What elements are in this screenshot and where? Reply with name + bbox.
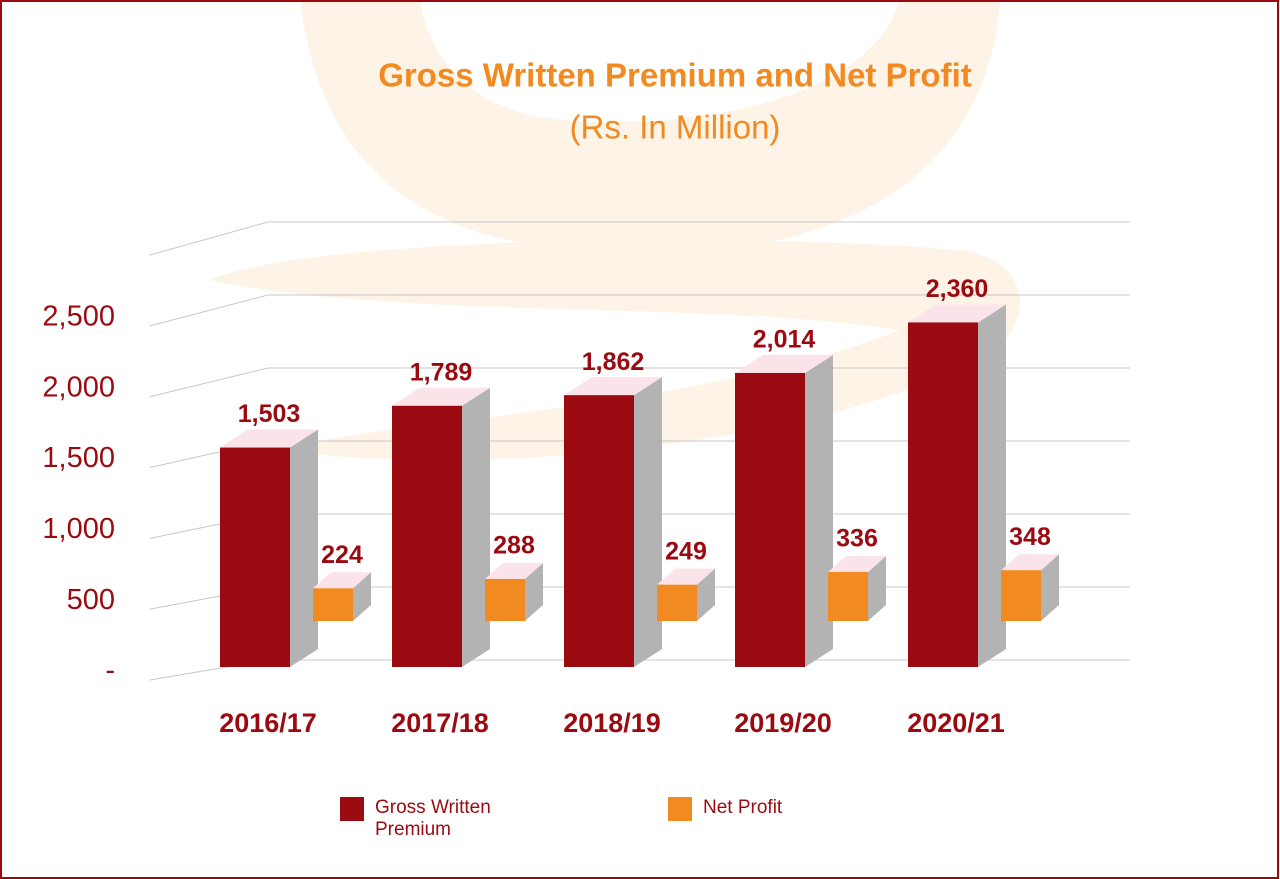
legend-label: Net Profit: [703, 797, 783, 818]
bar: [220, 447, 290, 667]
bar: [657, 584, 697, 621]
y-tick-label: 500: [67, 584, 115, 616]
bar-top: [564, 377, 662, 396]
decoration: [300, 0, 1000, 252]
bar-side: [697, 568, 715, 621]
bar: [392, 405, 462, 667]
grid-line: [149, 221, 269, 256]
bar-top: [392, 387, 490, 406]
bar-top: [828, 555, 886, 572]
plot: - 500 1,000 1,500 2,000 2,500 1,503 224 2016/17 1…: [42, 221, 1130, 738]
data-label: 1,789: [410, 358, 473, 386]
x-tick-label: 2018/19: [563, 708, 661, 738]
bar-side: [353, 572, 371, 621]
y-tick-label: 1,500: [42, 442, 115, 474]
bar-side: [290, 429, 318, 667]
data-label: 2,360: [926, 275, 989, 303]
x-tick-label: 2020/21: [907, 708, 1005, 738]
y-tick-label: -: [105, 655, 115, 687]
y-tick-label: 1,000: [42, 513, 115, 545]
legend-label: Gross Written Premium: [375, 797, 491, 840]
bar: [485, 578, 525, 621]
bar-side: [805, 354, 833, 667]
y-tick-label: 2,000: [42, 371, 115, 403]
x-tick-label: 2016/17: [219, 708, 317, 738]
x-tick-label: 2017/18: [391, 708, 489, 738]
bar-side: [462, 387, 490, 667]
data-label: 249: [665, 537, 707, 565]
bar-side: [525, 562, 543, 621]
bar: [735, 372, 805, 667]
legend-swatch: [668, 797, 692, 821]
y-tick-label: 2,500: [42, 300, 115, 332]
bar-top: [220, 429, 318, 448]
data-label: 336: [836, 525, 878, 553]
x-tick-label: 2019/20: [734, 708, 832, 738]
bar: [1001, 570, 1041, 621]
data-label: 348: [1009, 523, 1051, 551]
grid-line: [149, 367, 269, 398]
chart-title: Gross Written Premium and Net Profit: [378, 57, 971, 94]
bar-side: [868, 555, 886, 621]
data-label: 224: [321, 541, 363, 569]
bar-side: [1041, 554, 1059, 621]
data-label: 1,862: [582, 348, 645, 376]
bar-top: [485, 562, 543, 579]
data-label: 1,503: [238, 400, 301, 428]
bar: [313, 588, 353, 621]
data-label: 288: [493, 532, 535, 560]
bar: [908, 322, 978, 667]
legend-swatch: [340, 797, 364, 821]
bar-top: [1001, 554, 1059, 571]
bar-top: [313, 572, 371, 589]
bar-side: [978, 304, 1006, 667]
bar-top: [657, 568, 715, 585]
bar-side: [634, 377, 662, 667]
chart-subtitle: (Rs. In Million): [570, 109, 781, 146]
grid-line: [149, 294, 269, 327]
data-label: 2,014: [753, 326, 816, 354]
bar: [828, 571, 868, 621]
bar-top: [735, 354, 833, 373]
bar-top: [908, 304, 1006, 323]
bar: [564, 395, 634, 667]
